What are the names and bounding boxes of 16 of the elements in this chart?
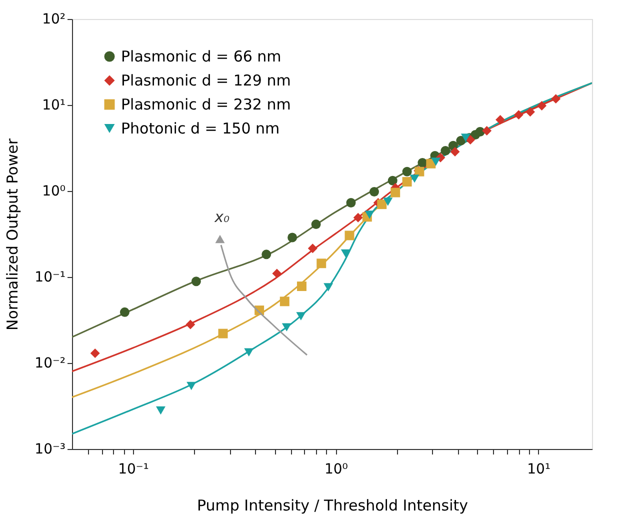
x-tick-label: 10⁰ bbox=[324, 462, 348, 478]
legend-label: Plasmonic d = 66 nm bbox=[121, 48, 282, 66]
x-tick-label: 10⁻¹ bbox=[118, 462, 149, 478]
y-tick-label: 10¹ bbox=[42, 98, 66, 114]
y-tick-label: 10² bbox=[42, 12, 66, 28]
x-axis-title: Pump Intensity / Threshold Intensity bbox=[196, 496, 468, 514]
y-tick-label: 10⁻² bbox=[34, 356, 66, 372]
legend-label: Photonic d = 150 nm bbox=[121, 120, 280, 138]
legend-label: Plasmonic d = 129 nm bbox=[121, 72, 291, 90]
y-tick-label: 10⁻³ bbox=[34, 442, 66, 458]
y-tick-label: 10⁻¹ bbox=[34, 270, 66, 286]
y-tick-label: 10⁰ bbox=[42, 184, 66, 200]
y-axis-title: Normalized Output Power bbox=[4, 138, 22, 331]
x-tick-label: 10¹ bbox=[527, 462, 551, 478]
annotation: x₀ bbox=[214, 208, 230, 226]
legend-label: Plasmonic d = 232 nm bbox=[121, 96, 291, 114]
